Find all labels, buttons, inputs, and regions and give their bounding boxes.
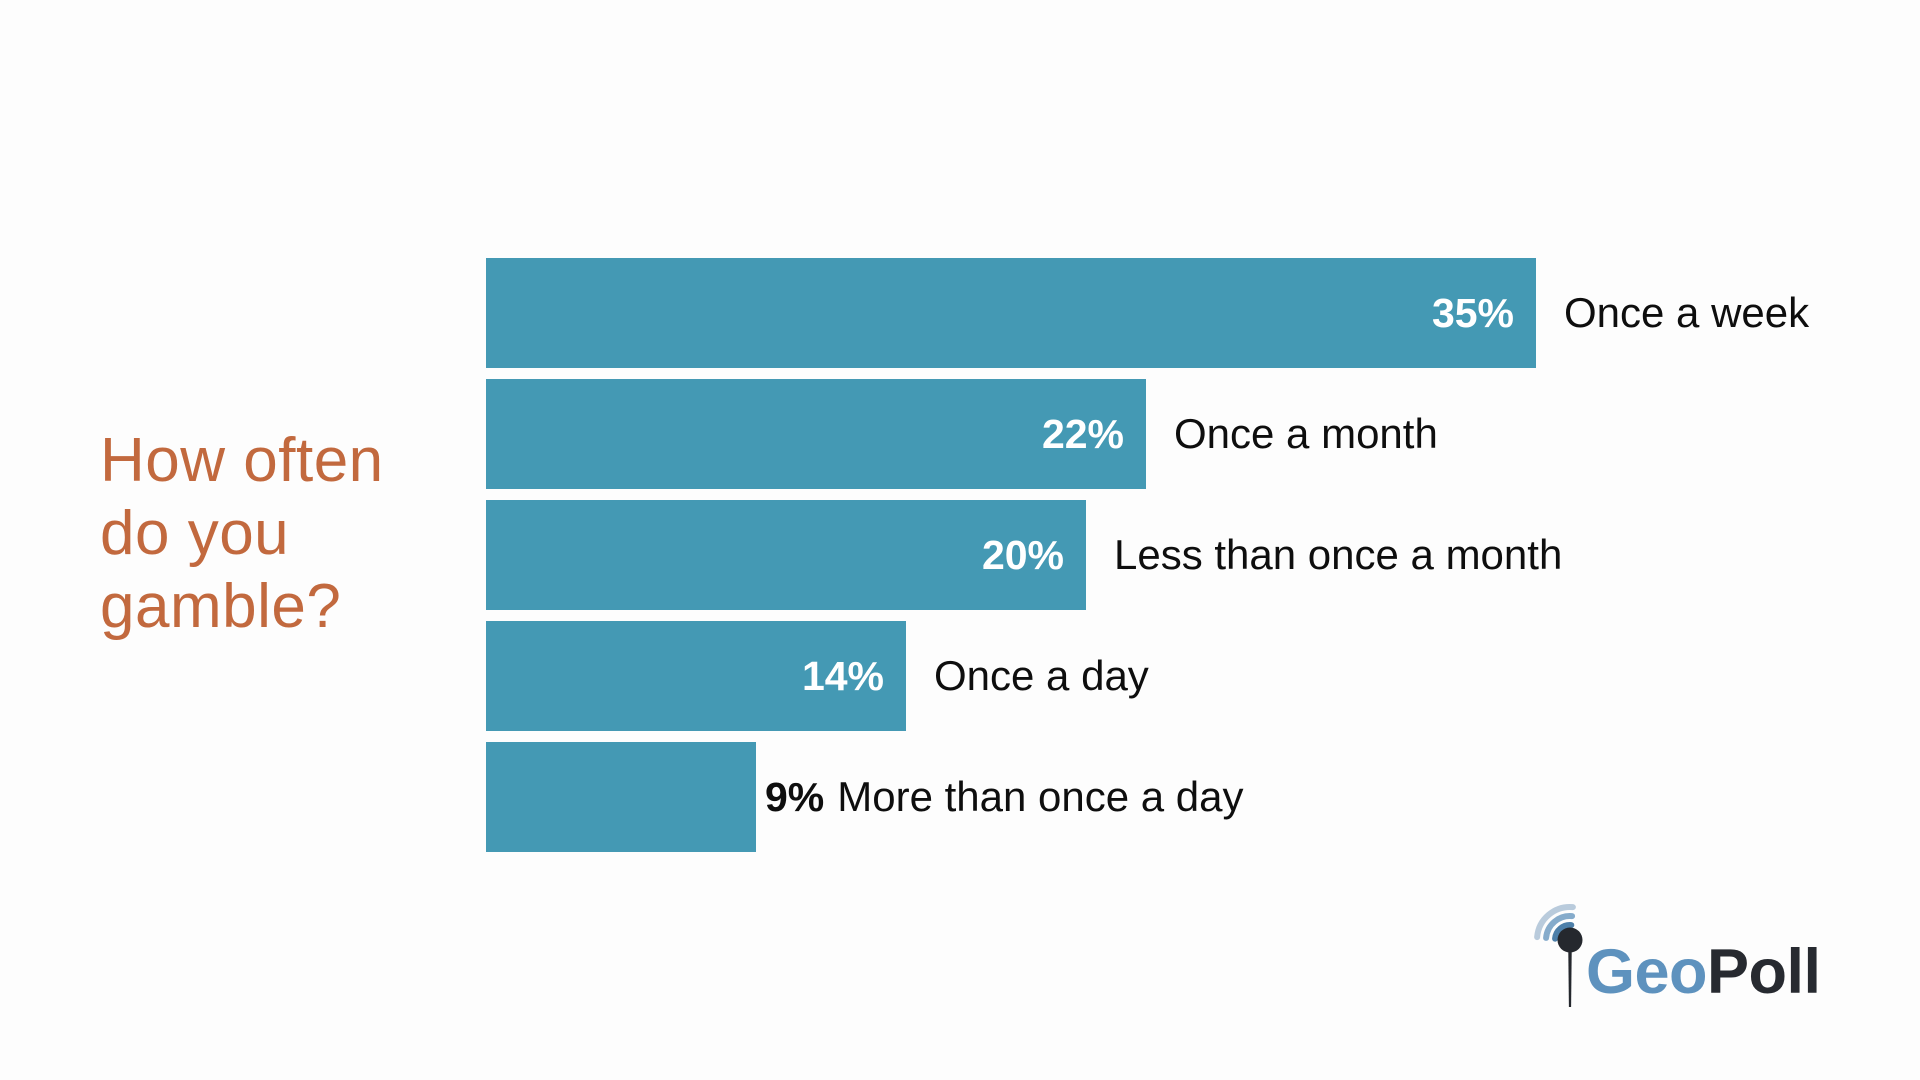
value-label: 20% [981,531,1064,578]
map-pin-signal-icon [1534,904,1583,1007]
bar: 14% [486,621,906,731]
signal-arc-mid [1543,913,1576,941]
bar: 35% [486,258,1536,368]
bar-row: 20% Less than once a month [486,500,1809,610]
pin-head [1557,927,1583,953]
value-label: 22% [1041,410,1124,457]
logo-wordmark: GeoPoll [1586,936,1821,1008]
signal-arc-inner [1552,922,1575,942]
bar: 22% [486,379,1146,489]
bar-row: 22% Once a month [486,379,1809,489]
bar: 20% [486,500,1086,610]
bar-row: 9% More than once a day [486,742,1809,852]
logo-text-geo: Geo [1586,937,1708,1007]
value-label: 35% [1431,289,1514,336]
value-label: 9% [765,773,825,820]
value-label: 14% [801,652,884,699]
pin-stem [1568,952,1572,1007]
logo-text-poll: Poll [1707,937,1821,1007]
bar-chart: 35% Once a week 22% Once a month 20% Less tha… [486,258,1809,863]
bar-row: 35% Once a week [486,258,1809,368]
chart-title: How often do you gamble? [100,426,384,641]
bar [486,742,756,852]
signal-arc-outer [1534,904,1576,941]
bar-row: 14% Once a day [486,621,1809,731]
category-label: Once a day [934,652,1149,699]
category-label: More than once a day [837,773,1244,820]
category-label: Once a month [1174,410,1438,457]
geopoll-logo: GeoPoll [1528,900,1858,1020]
category-label: Once a week [1564,289,1810,336]
category-label: Less than once a month [1114,531,1563,578]
